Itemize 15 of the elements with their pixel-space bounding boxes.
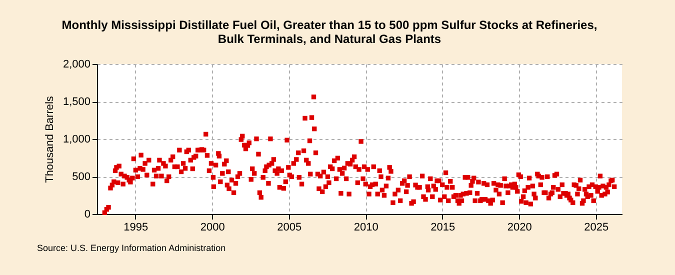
- y-tick-label: 0: [84, 208, 90, 220]
- y-tick-label: 1,000: [62, 134, 90, 146]
- y-tick-label: 2,000: [62, 58, 90, 70]
- source-note: Source: U.S. Energy Information Administration: [37, 243, 226, 253]
- x-tick-label: 1995: [124, 222, 148, 234]
- y-tick-label: 500: [72, 171, 90, 183]
- y-tick-label: 1,500: [62, 96, 90, 108]
- y-axis-title: Thousand Barrels: [44, 96, 56, 183]
- x-tick-label: 2010: [354, 222, 378, 234]
- x-tick-label: 2005: [277, 222, 302, 234]
- x-tick-label: 2025: [584, 222, 609, 234]
- x-tick-label: 2020: [507, 222, 532, 234]
- x-tick-label: 2015: [430, 222, 456, 234]
- x-tick-label: 2000: [200, 222, 225, 234]
- chart-title: Monthly Mississippi Distillate Fuel Oil, Greater than 15 to 500 ppm Sulfur Stocks at Refineries, Bulk Terminals, and Natural Gas Plants: [62, 18, 598, 46]
